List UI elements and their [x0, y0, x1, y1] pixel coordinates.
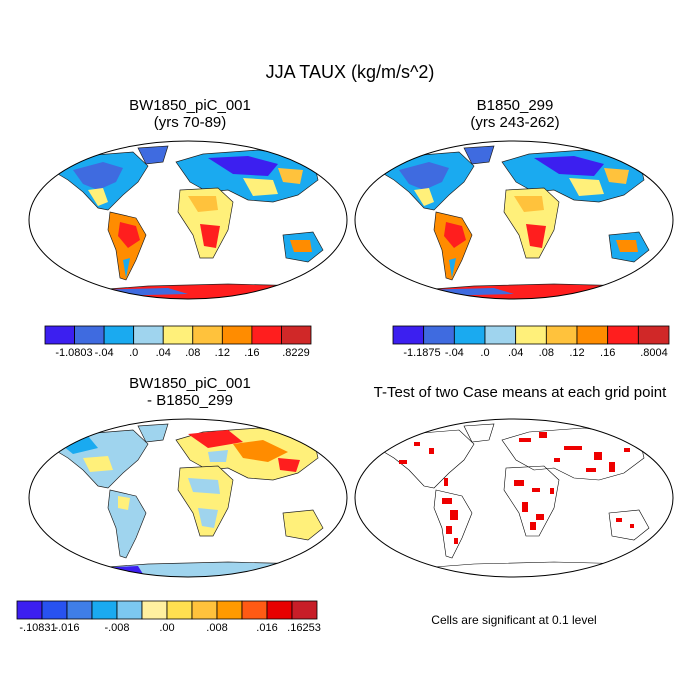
- colorbar-label: .04: [156, 347, 171, 359]
- colorbar-swatch: [216, 600, 243, 620]
- world-map-top-left: [28, 140, 348, 300]
- colorbar-top-right: -1.1875 -.04 .0 .04 .08 .12 .16 .8004: [392, 325, 670, 359]
- colorbar-swatch: [16, 600, 43, 620]
- colorbar-label: .04: [508, 347, 523, 359]
- colorbar-swatch: [192, 325, 223, 345]
- colorbar-swatch: [266, 600, 293, 620]
- colorbar-label: .00: [159, 622, 174, 634]
- world-map-bottom-left: [28, 418, 348, 578]
- colorbar-swatch: [221, 325, 253, 345]
- colorbar-swatch: [74, 325, 105, 345]
- colorbar-label: .16: [600, 347, 615, 359]
- colorbar-swatch: [453, 325, 486, 345]
- colorbar-swatch: [484, 325, 517, 345]
- colorbar-top-left: -1.0803 -.04 .0 .04 .08 .12 .16 .8229: [44, 325, 312, 359]
- panel-title-line2: (yrs 243-262): [470, 114, 560, 131]
- colorbar-label: .8229: [282, 347, 310, 359]
- world-map-top-right: [354, 140, 674, 300]
- colorbar-label: -.016: [54, 622, 79, 634]
- colorbar-swatch: [162, 325, 194, 345]
- colorbar-swatch: [66, 600, 93, 620]
- colorbar-swatch: [191, 600, 218, 620]
- colorbar-swatch: [515, 325, 547, 345]
- colorbar-swatch: [141, 600, 168, 620]
- panel-title-top-right: B1850_299 (yrs 243-262): [355, 97, 675, 131]
- panel-title-bottom-left: BW1850_piC_001 - B1850_299: [30, 375, 350, 409]
- colorbar-swatch: [91, 600, 118, 620]
- colorbar-swatch: [41, 600, 68, 620]
- colorbar-label: .08: [185, 347, 200, 359]
- panel-title-line1: B1850_299: [476, 97, 554, 114]
- colorbar-label: .16: [244, 347, 259, 359]
- colorbar-label: -1.1875: [403, 347, 440, 359]
- colorbar-swatch: [44, 325, 75, 345]
- colorbar-swatch: [133, 325, 164, 345]
- colorbar-label: -1.0803: [55, 347, 92, 359]
- colorbar-label: -.04: [95, 347, 114, 359]
- panel-title-line2: - B1850_299: [147, 392, 233, 409]
- panel-title-top-left: BW1850_piC_001 (yrs 70-89): [30, 97, 350, 131]
- panel-title-line1: BW1850_piC_001: [129, 97, 251, 114]
- colorbar-label: .016: [256, 622, 277, 634]
- colorbar-swatch: [576, 325, 609, 345]
- colorbar-label: .8004: [640, 347, 668, 359]
- colorbar-swatch: [423, 325, 455, 345]
- colorbar-bottom-left: -.10831-.016 -.008 .00 .008 .016 .16253: [16, 600, 321, 634]
- colorbar-swatch: [291, 600, 318, 620]
- colorbar-swatch: [545, 325, 578, 345]
- significance-note: Cells are significant at 0.1 level: [431, 613, 597, 627]
- colorbar-label: .0: [129, 347, 138, 359]
- figure-title: JJA TAUX (kg/m/s^2): [265, 62, 435, 82]
- world-map-bottom-right: [354, 418, 674, 578]
- panel-title-bottom-right: T-Test of two Case means at each grid po…: [373, 384, 667, 401]
- colorbar-label: .12: [215, 347, 230, 359]
- colorbar-swatch: [607, 325, 639, 345]
- colorbar-label: -.04: [445, 347, 464, 359]
- colorbar-label: .16253: [287, 622, 321, 634]
- colorbar-swatch: [103, 325, 135, 345]
- colorbar-swatch: [251, 325, 282, 345]
- colorbar-label: .08: [539, 347, 554, 359]
- panel-title-line2: (yrs 70-89): [153, 114, 227, 131]
- colorbar-label: -.008: [104, 622, 129, 634]
- colorbar-swatch: [241, 600, 268, 620]
- colorbar-label: .12: [569, 347, 584, 359]
- colorbar-swatch: [637, 325, 670, 345]
- colorbar-label: .0: [480, 347, 489, 359]
- colorbar-swatch: [116, 600, 143, 620]
- colorbar-label: -.10831: [19, 622, 56, 634]
- colorbar-swatch: [281, 325, 312, 345]
- panel-title-line1: BW1850_piC_001: [129, 375, 251, 392]
- colorbar-swatch: [166, 600, 193, 620]
- colorbar-label: .008: [206, 622, 227, 634]
- colorbar-swatch: [392, 325, 425, 345]
